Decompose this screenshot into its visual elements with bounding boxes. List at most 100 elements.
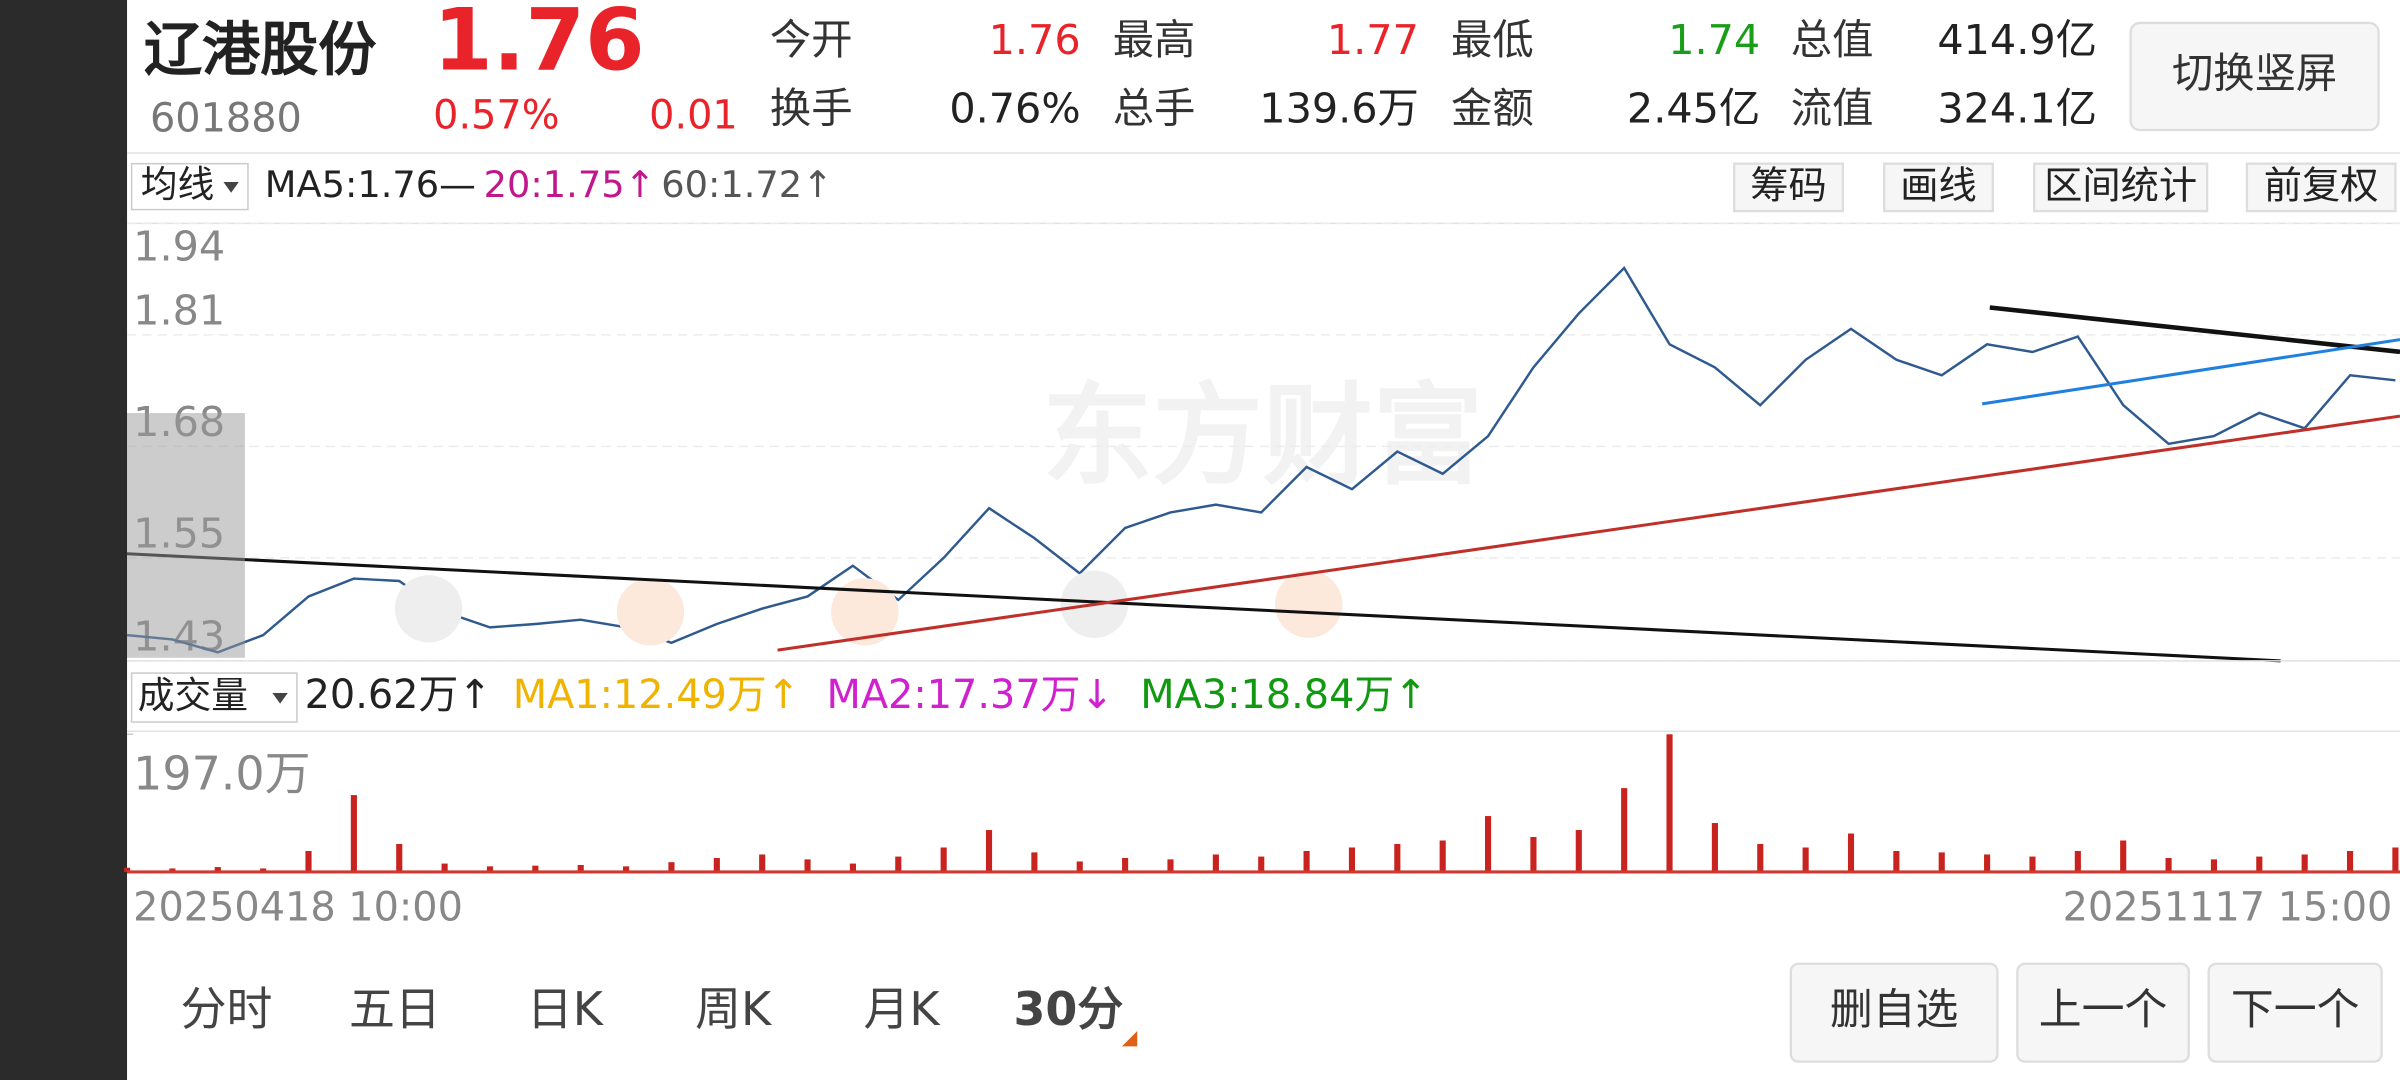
- volume-bar: [350, 795, 357, 872]
- volume-bar: [214, 867, 221, 872]
- change-pct: 0.57%: [433, 92, 559, 138]
- tool-label[interactable]: 前复权: [2264, 164, 2379, 209]
- dropdown-icon: [223, 182, 239, 193]
- volume-bar: [1893, 850, 1900, 872]
- orientation-button-label[interactable]: 切换竖屏: [2172, 49, 2337, 97]
- volume-bar: [1847, 833, 1855, 872]
- volume-bar: [1485, 816, 1492, 872]
- volume-bar: [2210, 859, 2217, 872]
- stat-value: 139.6万: [1259, 85, 1419, 133]
- tab[interactable]: 30分: [1013, 982, 1123, 1036]
- action-button-label[interactable]: 下一个: [2231, 985, 2360, 1035]
- action-button[interactable]: [2016, 962, 2190, 1063]
- volume-selector-label[interactable]: 成交量: [138, 674, 248, 717]
- stat-label: 换手: [770, 85, 853, 133]
- trend-line: [777, 414, 2400, 652]
- tab[interactable]: 日K: [527, 982, 605, 1036]
- stat-value: 1.74: [1668, 16, 1760, 64]
- volume-bar: [713, 857, 720, 872]
- tools: 筹码 画线 区间统计 前复权: [1733, 162, 2397, 213]
- stat-value: 324.1亿: [1937, 85, 2097, 133]
- dropdown-icon: [272, 692, 288, 704]
- stat-value: 414.9亿: [1937, 16, 2097, 64]
- volume-bar: [804, 859, 811, 872]
- trend-line: [1981, 338, 2400, 406]
- volume-chart: 197.0万: [123, 733, 2400, 874]
- volume-bar: [1802, 847, 1809, 872]
- volume-bar: [1167, 859, 1174, 872]
- volume-bar: [668, 862, 675, 872]
- tool-label[interactable]: 区间统计: [2044, 164, 2197, 209]
- tab[interactable]: 周K: [695, 982, 773, 1036]
- ma-item: 20:1.75↑: [484, 163, 656, 206]
- volume-bar: [1394, 843, 1401, 872]
- volume-bar: [1938, 852, 1945, 872]
- tool-label[interactable]: 画线: [1900, 164, 1977, 209]
- volume-bar: [895, 856, 902, 872]
- y-tick-label: 1.94: [133, 222, 225, 270]
- volume-bar: [849, 863, 856, 872]
- stat-label: 今开: [770, 16, 853, 64]
- volume-bar: [396, 843, 403, 872]
- volume-bar: [2165, 857, 2172, 872]
- orientation-button[interactable]: [2129, 21, 2380, 132]
- volume-bar: [2074, 850, 2081, 872]
- marker: [1275, 570, 1343, 638]
- action-button-label[interactable]: 删自选: [1830, 985, 1959, 1035]
- volume-bar: [1439, 840, 1446, 872]
- watermark: 东方财富: [1042, 372, 1483, 500]
- ma-item: 60:1.72↑: [661, 163, 833, 206]
- tool-button[interactable]: [1883, 162, 1995, 213]
- volume-bar: [1303, 850, 1310, 872]
- action-button[interactable]: [1789, 962, 1999, 1063]
- tool-button[interactable]: [2033, 162, 2209, 213]
- price: 1.76: [433, 0, 644, 90]
- trend-line: [126, 552, 2281, 663]
- tab-indicator: [1121, 1031, 1138, 1047]
- change: 0.01: [649, 92, 738, 138]
- volume-bar: [1575, 830, 1582, 872]
- volume-bar: [486, 866, 494, 872]
- volume-selector[interactable]: [130, 672, 298, 723]
- stat-value: 2.45亿: [1627, 85, 1760, 133]
- tool-label[interactable]: 筹码: [1750, 164, 1827, 209]
- tab[interactable]: 分时: [181, 982, 273, 1036]
- volume-bar: [1031, 852, 1038, 872]
- tool-button[interactable]: [1733, 162, 1845, 213]
- marker: [394, 575, 463, 643]
- volume-bar: [532, 865, 539, 872]
- drawings: [126, 305, 2400, 663]
- ma-item: MA5:1.76—: [265, 163, 476, 206]
- stat-label: 总手: [1113, 85, 1196, 133]
- volume-bar: [441, 863, 448, 872]
- stat-label: 总值: [1791, 16, 1874, 64]
- volume-bar: [305, 850, 312, 872]
- volume-bar: [2346, 850, 2354, 872]
- tool-button[interactable]: [2245, 162, 2397, 213]
- side-bar: [0, 0, 128, 1080]
- volume-bar: [1258, 856, 1265, 872]
- stat-value: 0.76%: [949, 85, 1080, 133]
- action-button-label[interactable]: 上一个: [2039, 985, 2168, 1035]
- volume-item: 20.62万↑: [305, 672, 492, 718]
- price-chart: 1.941.811.681.551.4320250418 10:00202511…: [126, 222, 2400, 931]
- volume-bar: [260, 868, 267, 872]
- stat-label: 金额: [1451, 85, 1534, 133]
- stat-value: 1.77: [1327, 16, 1419, 64]
- tab[interactable]: 五日: [349, 982, 441, 1036]
- volume-bar: [1621, 788, 1628, 872]
- stat-label: 流值: [1791, 85, 1874, 133]
- stock-name: 辽港股份: [144, 16, 377, 84]
- stock-code: 601880: [150, 95, 302, 141]
- x-tick-label: 20250418 10:00: [133, 885, 463, 931]
- ma-selector-label[interactable]: 均线: [141, 163, 214, 206]
- action-button[interactable]: [2207, 962, 2383, 1063]
- tab[interactable]: 月K: [864, 982, 942, 1036]
- volume-bar: [2392, 847, 2399, 872]
- volume-bar: [2256, 856, 2263, 872]
- volume-bar: [1757, 843, 1764, 872]
- volume-bar: [123, 867, 131, 872]
- volume-bar: [1212, 854, 1219, 872]
